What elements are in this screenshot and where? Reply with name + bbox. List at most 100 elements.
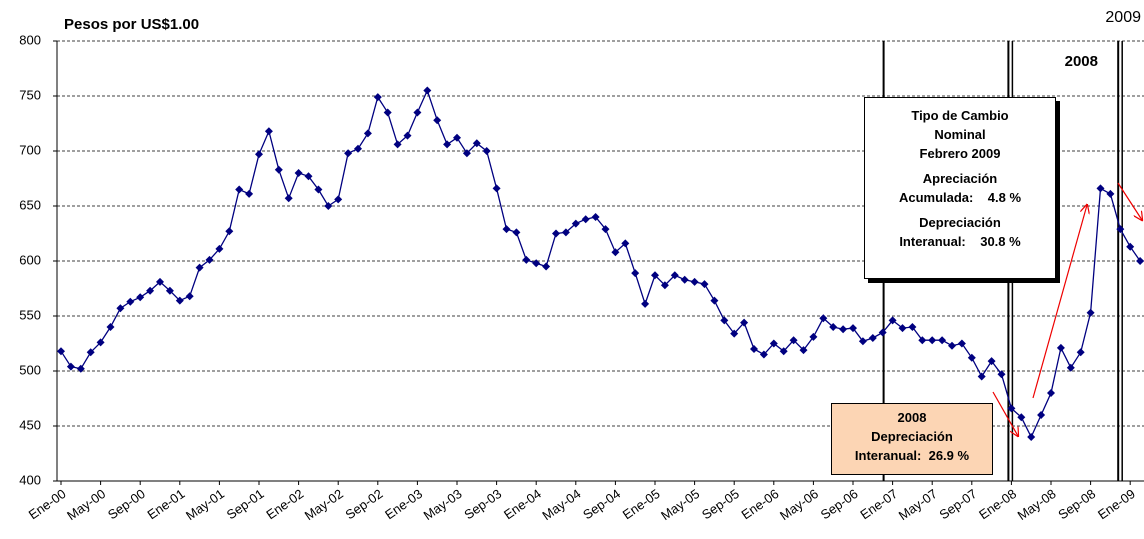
data-point (403, 131, 412, 140)
y-tick-label: 750 (19, 87, 41, 102)
year-label: 2008 (1065, 53, 1098, 70)
annotation-line: Nominal (934, 127, 986, 142)
data-point (611, 248, 620, 257)
data-point (1027, 433, 1036, 441)
data-point (898, 324, 907, 333)
x-tick-label: May-06 (777, 486, 821, 523)
data-point (205, 255, 214, 264)
trend-arrow (1117, 182, 1142, 220)
x-tick-label: Sep-06 (818, 486, 861, 522)
data-point (472, 139, 481, 148)
y-axis-label: Pesos por US$1.00 (64, 16, 199, 33)
data-point (977, 372, 986, 381)
x-tick-label: Ene-09 (1095, 486, 1138, 522)
annotation-line: Tipo de Cambio (911, 108, 1009, 123)
data-point (849, 324, 857, 333)
data-point (552, 229, 560, 238)
data-point (987, 357, 996, 366)
data-point (492, 184, 501, 193)
data-point (462, 149, 471, 158)
x-tick-label: Ene-03 (382, 486, 425, 522)
annotation-box: Tipo de Cambio Nominal Febrero 2009 Aprecia… (864, 97, 1056, 279)
data-point (641, 299, 650, 308)
data-point (423, 86, 432, 95)
data-point (235, 185, 244, 194)
data-point (195, 263, 204, 272)
data-point (274, 165, 283, 174)
annotation-line: Depreciación (871, 429, 953, 444)
data-point (354, 144, 362, 153)
data-point (76, 364, 85, 373)
data-point (1106, 189, 1115, 198)
x-tick-label: May-03 (421, 486, 465, 523)
annotation-line: Acumulada: 4.8 % (898, 190, 1022, 205)
data-point (413, 108, 422, 117)
x-tick-label: May-04 (539, 486, 583, 523)
data-point (245, 189, 254, 198)
x-tick-label: Sep-03 (461, 486, 504, 522)
annotation-line: Apreciación (922, 171, 998, 186)
data-point (809, 332, 818, 341)
x-tick-label: Ene-05 (620, 486, 663, 522)
data-point (740, 318, 749, 327)
data-point (393, 140, 402, 149)
data-point (1126, 242, 1135, 251)
data-point (868, 334, 877, 342)
data-point (1136, 257, 1144, 265)
data-point (1076, 348, 1085, 357)
x-tick-label: May-00 (64, 486, 108, 523)
data-point (1047, 389, 1055, 397)
data-point (928, 336, 937, 345)
data-point (1017, 413, 1026, 422)
x-tick-label: Sep-01 (224, 486, 267, 522)
data-point (294, 169, 303, 177)
x-tick-label: Ene-08 (976, 486, 1019, 522)
data-point (858, 337, 867, 346)
data-point (96, 338, 105, 347)
data-point (57, 347, 65, 356)
data-point (185, 292, 194, 301)
data-point (1037, 411, 1046, 419)
data-point (156, 277, 164, 286)
data-point (561, 228, 570, 237)
data-point (116, 304, 125, 313)
data-point (621, 239, 630, 248)
x-tick-label: Sep-02 (343, 486, 386, 522)
y-tick-label: 450 (19, 417, 41, 432)
data-point (215, 244, 224, 253)
data-point (819, 314, 828, 323)
data-point (512, 228, 521, 237)
data-point (779, 347, 788, 356)
data-point (86, 348, 95, 357)
x-tick-label: May-02 (302, 486, 346, 523)
data-point (1116, 225, 1125, 234)
data-point (651, 271, 659, 280)
data-point (255, 150, 263, 159)
data-point (948, 341, 956, 350)
data-point (690, 277, 699, 286)
x-tick-label: Ene-04 (501, 486, 544, 522)
data-point (264, 127, 273, 136)
data-point (829, 323, 838, 331)
x-tick-label: Sep-07 (937, 486, 980, 522)
y-tick-label: 550 (19, 307, 41, 322)
data-point (769, 339, 778, 348)
data-point (165, 286, 174, 295)
trend-arrow (1032, 205, 1087, 399)
data-point (878, 328, 887, 337)
data-point (482, 147, 491, 155)
x-tick-label: May-01 (183, 486, 227, 523)
data-point (502, 225, 511, 234)
annotation-line: Febrero 2009 (919, 146, 1001, 161)
x-tick-label: May-07 (896, 486, 940, 523)
y-tick-label: 400 (19, 472, 41, 487)
data-point (542, 262, 551, 271)
x-tick-label: Ene-07 (857, 486, 900, 522)
data-point (225, 227, 234, 236)
x-tick-label: Ene-01 (145, 486, 188, 522)
data-point (789, 336, 798, 345)
data-point (700, 280, 709, 289)
data-point (759, 350, 768, 359)
x-tick-label: Sep-04 (580, 486, 623, 522)
